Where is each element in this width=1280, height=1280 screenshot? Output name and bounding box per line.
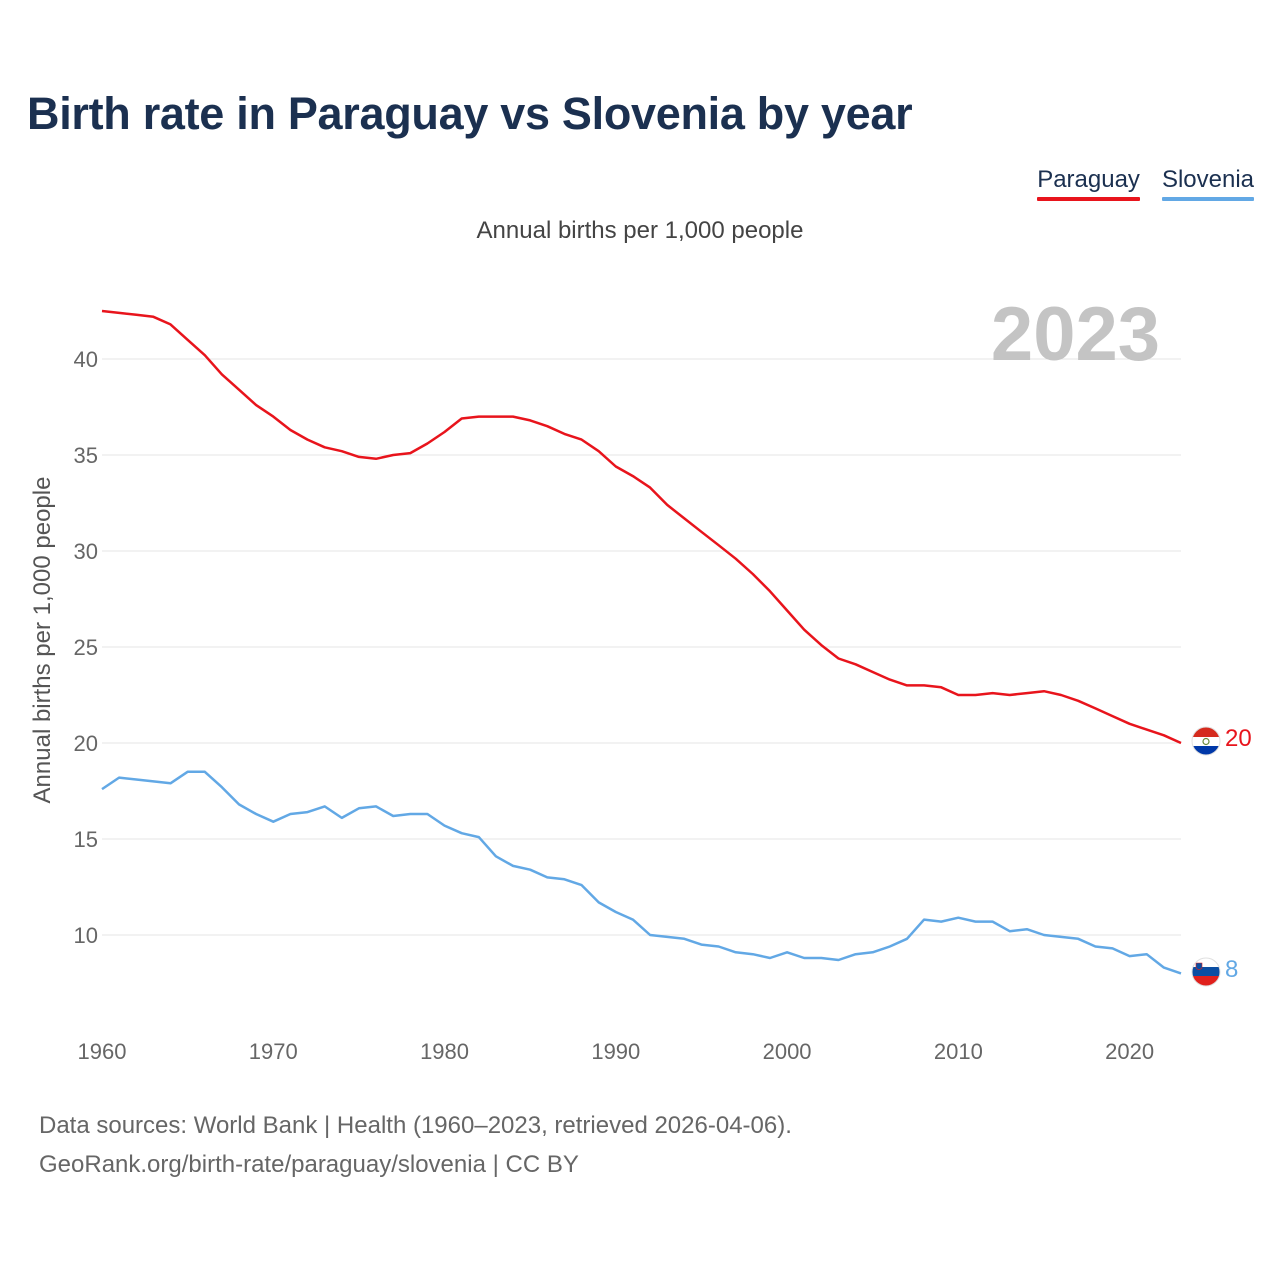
y-tick-label-15: 15: [74, 827, 98, 852]
x-tick-label-2000: 2000: [763, 1039, 812, 1064]
y-tick-label-20: 20: [74, 731, 98, 756]
x-tick-label-1980: 1980: [420, 1039, 469, 1064]
y-tick-label-25: 25: [74, 635, 98, 660]
y-axis-ticks: 10 15 20 25 30 35 40: [74, 347, 98, 948]
footer: Data sources: World Bank | Health (1960–…: [39, 1106, 792, 1184]
legend-swatch-paraguay: [1037, 197, 1140, 201]
footer-source: Data sources: World Bank | Health (1960–…: [39, 1112, 792, 1139]
x-tick-label-2010: 2010: [934, 1039, 983, 1064]
footer-link[interactable]: GeoRank.org/birth-rate/paraguay/slovenia…: [39, 1151, 579, 1178]
slovenia-flag-icon: [1192, 958, 1220, 986]
slovenia-flag-border: [1191, 957, 1221, 987]
gridlines: [102, 358, 1181, 936]
legend-item-paraguay[interactable]: Paraguay: [1037, 166, 1140, 203]
legend-item-slovenia[interactable]: Slovenia: [1161, 166, 1254, 203]
x-axis-ticks: 1960 1970 1980 1990 2000 2010 2020: [78, 1039, 1155, 1064]
series-lines: [101, 309, 1182, 975]
y-tick-label-10: 10: [74, 923, 98, 948]
slovenia-end-label: 8: [1225, 956, 1238, 983]
x-tick-label-2020: 2020: [1105, 1039, 1154, 1064]
paraguay-flag-border: [1191, 726, 1221, 756]
legend-label-paraguay: Paraguay: [1037, 166, 1140, 193]
legend-label-slovenia: Slovenia: [1161, 166, 1254, 193]
y-tick-label-30: 30: [74, 539, 98, 564]
year-label: 2023: [991, 292, 1160, 377]
chart-title: Birth rate in Paraguay vs Slovenia by ye…: [27, 88, 913, 139]
y-tick-label-35: 35: [74, 443, 98, 468]
legend: Paraguay Slovenia: [1037, 166, 1254, 203]
y-tick-label-40: 40: [74, 347, 98, 372]
paraguay-flag-icon: [1192, 727, 1220, 755]
chart-subtitle: Annual births per 1,000 people: [476, 217, 804, 244]
y-axis-label: Annual births per 1,000 people: [29, 477, 56, 804]
series-line-paraguay[interactable]: [101, 309, 1182, 745]
series-line-slovenia[interactable]: [101, 770, 1182, 975]
x-tick-label-1960: 1960: [78, 1039, 127, 1064]
legend-swatch-slovenia: [1161, 197, 1254, 201]
x-tick-label-1970: 1970: [249, 1039, 298, 1064]
x-tick-label-1990: 1990: [591, 1039, 640, 1064]
paraguay-end-label: 20: [1225, 725, 1252, 752]
